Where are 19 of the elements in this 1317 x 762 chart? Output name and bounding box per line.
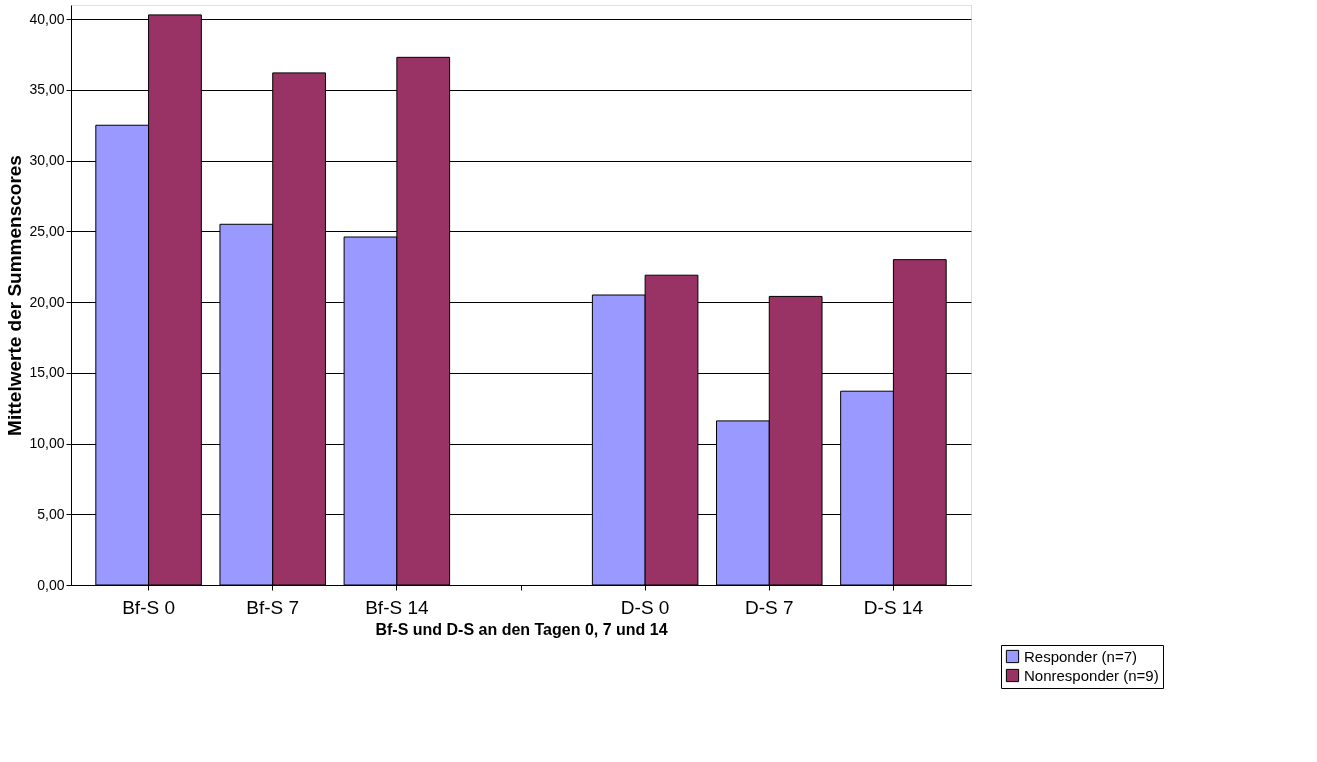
y-axis-title: Mittelwerte der Summenscores (4, 155, 26, 436)
x-tick-label: D-S 7 (744, 596, 794, 618)
x-axis-title: Bf-S und D-S an den Tagen 0, 7 und 14 (375, 620, 668, 638)
y-tick-label: 20,00 (29, 293, 65, 310)
y-tick-label: 35,00 (29, 81, 65, 98)
y-tick-label: 0,00 (37, 576, 65, 593)
x-tick-label: Bf-S 7 (246, 596, 300, 618)
legend-label: Responder (n=7) (1024, 647, 1137, 665)
x-tick-label: Bf-S 14 (365, 596, 429, 618)
x-tick-label: D-S 0 (620, 596, 670, 618)
x-tick-label: Bf-S 0 (122, 596, 175, 618)
y-tick-label: 15,00 (29, 364, 65, 381)
y-tick-label: 5,00 (37, 505, 65, 522)
y-tick-label: 25,00 (29, 222, 65, 239)
y-tick-label: 40,00 (29, 10, 65, 27)
x-tick-label: D-S 14 (863, 596, 924, 618)
legend-label: Nonresponder (n=9) (1024, 666, 1159, 684)
y-tick-label: 10,00 (29, 435, 65, 452)
y-tick-label: 30,00 (29, 152, 65, 169)
